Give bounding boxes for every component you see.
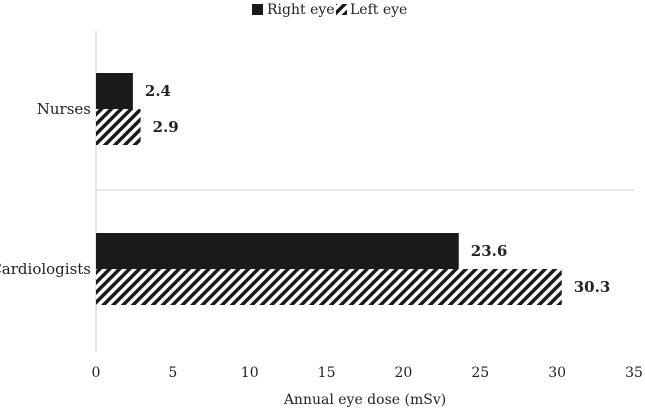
category-labels-group: Nurses Cardiologists (0, 100, 91, 278)
bar-cardiologists-right-eye (96, 233, 459, 269)
data-label-cardiologists-left-eye: 30.3 (574, 278, 611, 296)
x-tick-label-10: 10 (241, 365, 259, 381)
x-tick-label-15: 15 (318, 365, 336, 381)
legend-label-left-eye: Left eye (350, 2, 407, 18)
data-labels-group: 2.4 2.9 23.6 30.3 (145, 82, 610, 296)
legend: Right eye Left eye (252, 2, 407, 18)
bars-group (96, 73, 562, 305)
category-label-nurses: Nurses (37, 100, 91, 118)
bar-nurses-left-eye (96, 109, 141, 145)
bar-nurses-right-eye (96, 73, 133, 109)
data-label-nurses-right-eye: 2.4 (145, 82, 171, 100)
x-tick-label-20: 20 (395, 365, 413, 381)
legend-swatch-left-eye (336, 4, 347, 15)
bar-cardiologists-left-eye (96, 269, 562, 305)
x-tick-label-35: 35 (625, 365, 643, 381)
category-label-cardiologists: Cardiologists (0, 260, 91, 278)
legend-label-right-eye: Right eye (267, 2, 335, 18)
x-axis-ticks-group: 0 5 10 15 20 25 30 35 (92, 365, 643, 381)
x-axis-title: Annual eye dose (mSv) (283, 392, 446, 408)
x-tick-label-25: 25 (471, 365, 489, 381)
x-tick-label-30: 30 (548, 365, 566, 381)
data-label-cardiologists-right-eye: 23.6 (471, 242, 508, 260)
x-tick-label-0: 0 (92, 365, 101, 381)
legend-swatch-right-eye (252, 4, 263, 15)
x-tick-label-5: 5 (168, 365, 177, 381)
data-label-nurses-left-eye: 2.9 (153, 118, 179, 136)
